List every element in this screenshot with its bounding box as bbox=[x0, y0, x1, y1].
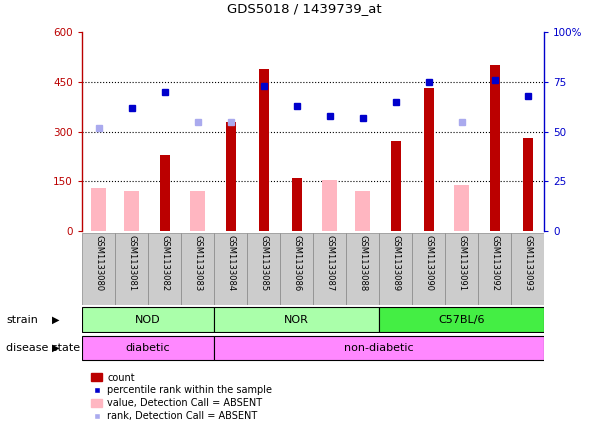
Bar bbox=[160, 155, 170, 231]
Bar bbox=[489, 65, 500, 231]
Text: ▶: ▶ bbox=[52, 315, 59, 324]
Text: GSM1133087: GSM1133087 bbox=[325, 235, 334, 291]
Text: GSM1133090: GSM1133090 bbox=[424, 235, 433, 291]
Text: GSM1133085: GSM1133085 bbox=[259, 235, 268, 291]
Bar bbox=[424, 88, 434, 231]
Bar bbox=[214, 307, 379, 332]
Bar bbox=[148, 233, 181, 305]
Bar bbox=[511, 233, 544, 305]
Bar bbox=[280, 233, 313, 305]
Bar bbox=[322, 180, 337, 231]
Text: NOD: NOD bbox=[135, 315, 161, 324]
Bar bbox=[523, 138, 533, 231]
Text: GSM1133086: GSM1133086 bbox=[292, 235, 301, 291]
Text: strain: strain bbox=[6, 315, 38, 324]
Text: ▶: ▶ bbox=[52, 343, 59, 353]
Text: disease state: disease state bbox=[6, 343, 80, 353]
Bar bbox=[379, 233, 412, 305]
Text: GSM1133084: GSM1133084 bbox=[226, 235, 235, 291]
Bar bbox=[214, 233, 247, 305]
Text: C57BL/6: C57BL/6 bbox=[438, 315, 485, 324]
Text: diabetic: diabetic bbox=[126, 343, 170, 353]
Legend: count, percentile rank within the sample, value, Detection Call = ABSENT, rank, : count, percentile rank within the sample… bbox=[87, 368, 276, 423]
Text: GSM1133091: GSM1133091 bbox=[457, 235, 466, 291]
Bar bbox=[124, 191, 139, 231]
Bar bbox=[226, 121, 235, 231]
Bar bbox=[214, 335, 544, 360]
Text: GSM1133092: GSM1133092 bbox=[490, 235, 499, 291]
Text: non-diabetic: non-diabetic bbox=[344, 343, 414, 353]
Bar bbox=[454, 184, 469, 231]
Text: GSM1133083: GSM1133083 bbox=[193, 235, 202, 291]
Bar bbox=[478, 233, 511, 305]
Bar bbox=[91, 188, 106, 231]
Bar bbox=[379, 307, 544, 332]
Bar bbox=[82, 233, 115, 305]
Bar bbox=[258, 69, 269, 231]
Bar bbox=[190, 191, 205, 231]
Text: GSM1133093: GSM1133093 bbox=[523, 235, 532, 291]
Text: GDS5018 / 1439739_at: GDS5018 / 1439739_at bbox=[227, 2, 381, 15]
Bar bbox=[115, 233, 148, 305]
Bar bbox=[313, 233, 346, 305]
Text: GSM1133088: GSM1133088 bbox=[358, 235, 367, 291]
Bar bbox=[181, 233, 214, 305]
Text: GSM1133089: GSM1133089 bbox=[391, 235, 400, 291]
Bar bbox=[82, 307, 214, 332]
Bar bbox=[247, 233, 280, 305]
Bar bbox=[391, 141, 401, 231]
Text: NOR: NOR bbox=[284, 315, 309, 324]
Bar bbox=[346, 233, 379, 305]
Bar bbox=[82, 335, 214, 360]
Text: GSM1133082: GSM1133082 bbox=[160, 235, 169, 291]
Bar bbox=[445, 233, 478, 305]
Bar bbox=[292, 178, 302, 231]
Text: GSM1133080: GSM1133080 bbox=[94, 235, 103, 291]
Bar bbox=[355, 191, 370, 231]
Bar bbox=[412, 233, 445, 305]
Text: GSM1133081: GSM1133081 bbox=[127, 235, 136, 291]
